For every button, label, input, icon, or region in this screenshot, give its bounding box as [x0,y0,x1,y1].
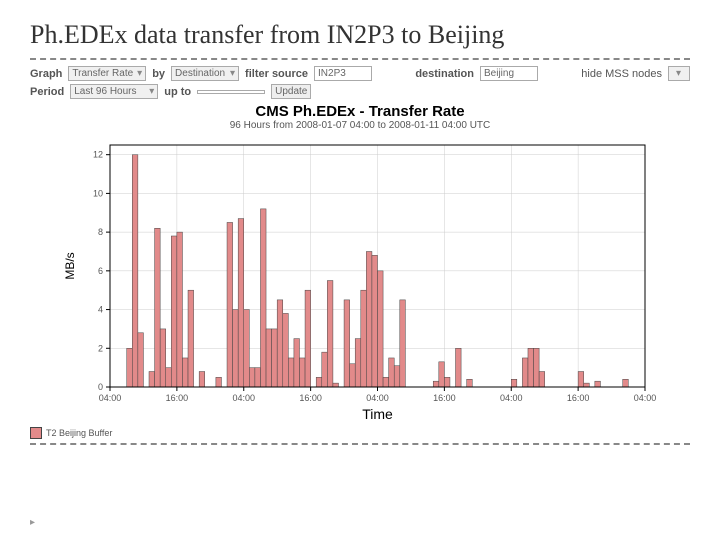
svg-text:12: 12 [93,150,103,160]
svg-text:0: 0 [98,382,103,392]
svg-text:4: 4 [98,305,103,315]
hide-mss-label: hide MSS nodes [581,68,662,80]
upto-label: up to [164,86,191,98]
by-select[interactable]: Destination [171,66,239,81]
hide-mss-select[interactable] [668,66,690,81]
svg-text:2: 2 [98,343,103,353]
filter-source-input[interactable]: IN2P3 [314,66,372,81]
corner-marker: ▸ [30,517,35,528]
divider-top [30,58,690,60]
divider-bottom [30,443,690,445]
svg-text:8: 8 [98,227,103,237]
svg-text:10: 10 [93,188,103,198]
svg-text:16:00: 16:00 [166,393,189,403]
svg-text:MB/s: MB/s [63,252,77,279]
filter-label: filter source [245,68,308,80]
destination-input[interactable]: Beijing [480,66,538,81]
page-title: Ph.EDEx data transfer from IN2P3 to Beij… [30,20,690,50]
upto-input[interactable] [197,90,265,94]
dest-label: destination [415,68,474,80]
chart-legend: T2 Beijing Buffer [30,427,690,439]
svg-text:04:00: 04:00 [99,393,122,403]
svg-text:04:00: 04:00 [232,393,255,403]
svg-text:Time: Time [362,406,393,422]
svg-text:16:00: 16:00 [433,393,456,403]
legend-label: T2 Beijing Buffer [46,428,112,438]
update-button[interactable]: Update [271,84,311,99]
period-label: Period [30,86,64,98]
svg-text:04:00: 04:00 [634,393,657,403]
chart-title: CMS Ph.EDEx - Transfer Rate [30,103,690,120]
svg-text:04:00: 04:00 [500,393,523,403]
period-select[interactable]: Last 96 Hours [70,84,158,99]
controls-panel: Graph Transfer Rate by Destination filte… [30,66,690,99]
legend-swatch [30,427,42,439]
svg-text:6: 6 [98,266,103,276]
transfer-rate-chart: 0 2 4 6 8 10 12 04:00 16:00 04:00 16:00 04:00 16:00 0… [60,135,660,425]
svg-text:16:00: 16:00 [567,393,590,403]
by-label: by [152,68,165,80]
chart-subtitle: 96 Hours from 2008-01-07 04:00 to 2008-0… [30,120,690,131]
graph-label: Graph [30,68,62,80]
svg-text:04:00: 04:00 [366,393,389,403]
svg-text:16:00: 16:00 [299,393,322,403]
graph-select[interactable]: Transfer Rate [68,66,146,81]
